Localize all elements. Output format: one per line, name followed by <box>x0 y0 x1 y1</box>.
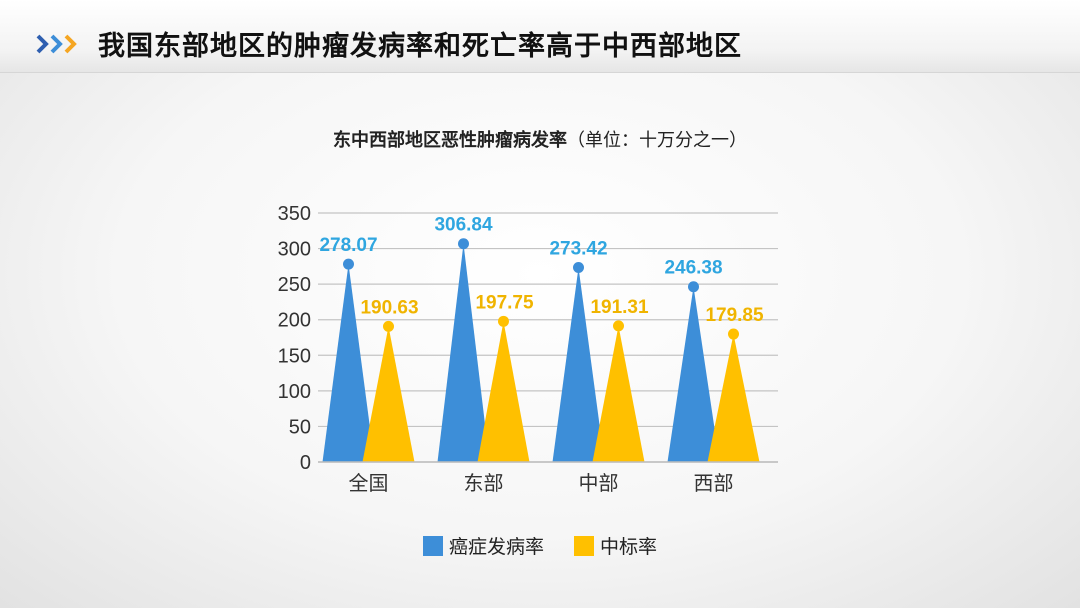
chart-subtitle: （单位：十万分之一） <box>567 130 747 150</box>
slide-title: 我国东部地区的肿瘤发病率和死亡率高于中西部地区 <box>98 31 742 61</box>
y-tick-label: 250 <box>278 274 311 296</box>
data-point <box>573 261 584 273</box>
data-label: 197.75 <box>475 292 534 313</box>
bar-incidence-3 <box>667 286 720 462</box>
bar-incidence-1 <box>437 243 490 462</box>
bar-secondary-2 <box>592 325 645 462</box>
data-point <box>728 328 739 340</box>
data-point <box>458 238 469 250</box>
y-tick-label: 0 <box>300 452 311 474</box>
y-tick-label: 300 <box>278 239 311 261</box>
legend-label-series-1: 癌症发病率 <box>448 537 544 558</box>
data-point <box>688 281 699 293</box>
y-tick-label: 200 <box>278 310 311 332</box>
data-label: 246.38 <box>664 258 722 279</box>
data-label: 278.07 <box>319 235 377 256</box>
legend-swatch-series-2 <box>574 535 594 556</box>
bar-incidence-2 <box>552 267 605 462</box>
bar-secondary-0 <box>362 326 415 462</box>
data-label: 190.63 <box>360 297 418 318</box>
data-label: 191.31 <box>590 297 649 318</box>
bar-secondary-1 <box>477 321 530 462</box>
data-label: 273.42 <box>549 238 607 259</box>
y-tick-label: 350 <box>278 203 311 225</box>
legend-item-series-2: 中标率 <box>574 532 657 559</box>
legend-label-series-2: 中标率 <box>600 537 658 558</box>
x-tick-label: 西部 <box>694 472 734 495</box>
bar-secondary-3 <box>707 334 760 462</box>
data-label: 179.85 <box>705 305 764 326</box>
legend-item-series-1: 癌症发病率 <box>422 532 544 559</box>
data-point <box>498 315 509 327</box>
data-point <box>613 320 624 332</box>
slide-header: 我国东部地区的肿瘤发病率和死亡率高于中西部地区 <box>0 0 1080 73</box>
chart-title-main: 东中西部地区恶性肿瘤病发率 <box>333 130 567 150</box>
x-tick-label: 全国 <box>349 472 389 495</box>
x-tick-label: 东部 <box>464 472 504 495</box>
x-tick-label: 中部 <box>579 472 619 495</box>
legend-swatch-series-1 <box>422 535 443 556</box>
y-tick-label: 150 <box>278 345 311 367</box>
y-tick-label: 50 <box>289 416 311 438</box>
data-point <box>343 258 354 270</box>
y-tick-label: 100 <box>278 381 311 403</box>
chevrons-icon <box>36 34 77 54</box>
data-point <box>383 320 394 332</box>
chart-title: 东中西部地区恶性肿瘤病发率（单位：十万分之一） <box>0 126 1080 152</box>
bar-incidence-0 <box>322 264 375 462</box>
data-label: 306.84 <box>434 215 493 236</box>
chart-legend: 癌症发病率 中标率 <box>0 532 1080 559</box>
